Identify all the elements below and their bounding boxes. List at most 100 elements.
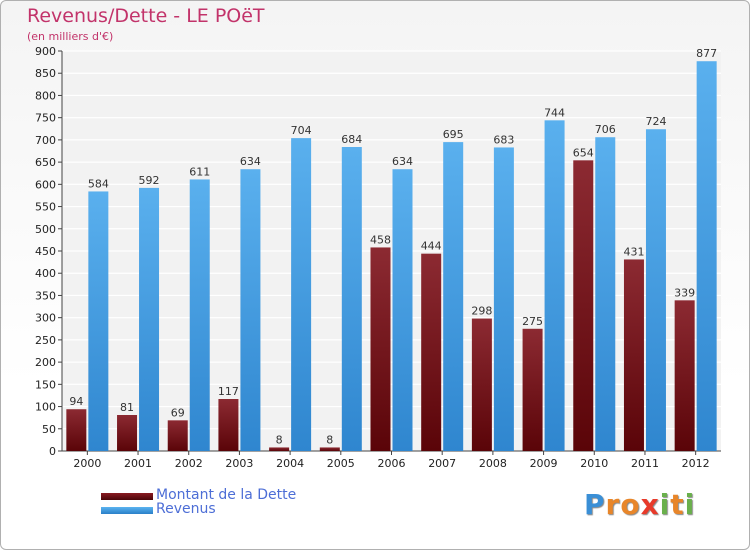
y-tick-label-750: 750 — [35, 112, 56, 125]
y-tick-label-600: 600 — [35, 178, 56, 191]
bar-revenus-2001 — [139, 187, 160, 451]
value-label-revenus-2012: 877 — [696, 47, 717, 60]
y-tick-label-850: 850 — [35, 67, 56, 80]
value-label-dette-2011: 431 — [623, 245, 644, 258]
value-label-dette-2007: 444 — [421, 240, 442, 253]
x-tick-label-2000: 2000 — [73, 457, 101, 470]
value-label-revenus-2000: 584 — [88, 177, 109, 190]
value-label-revenus-2005: 684 — [341, 133, 362, 146]
bar-dette-2003 — [218, 399, 239, 451]
value-label-dette-2012: 339 — [674, 286, 695, 299]
bar-dette-2010 — [573, 160, 594, 452]
x-tick-label-2006: 2006 — [378, 457, 406, 470]
bar-dette-2000 — [66, 409, 87, 451]
value-label-dette-2009: 275 — [522, 315, 543, 328]
logo-letter: t — [670, 488, 685, 521]
value-label-dette-2000: 94 — [69, 395, 83, 408]
x-tick-label-2007: 2007 — [428, 457, 456, 470]
x-tick-label-2003: 2003 — [225, 457, 253, 470]
y-tick-label-800: 800 — [35, 89, 56, 102]
bar-dette-2004 — [269, 447, 290, 451]
bar-revenus-2012 — [696, 61, 717, 451]
value-label-revenus-2011: 724 — [645, 115, 666, 128]
legend-label-revenus: Revenus — [156, 501, 216, 517]
logo-letter: i — [684, 488, 696, 521]
bar-revenus-2005 — [341, 147, 362, 451]
bar-dette-2012 — [674, 300, 695, 451]
legend-label-dette: Montant de la Dette — [156, 487, 297, 503]
logo-letter: r — [605, 488, 621, 521]
bar-revenus-2002 — [189, 179, 210, 451]
y-tick-label-300: 300 — [35, 312, 56, 325]
value-label-revenus-2006: 634 — [392, 155, 413, 168]
y-tick-label-50: 50 — [42, 423, 56, 436]
value-label-dette-2004: 8 — [276, 433, 283, 446]
logo-letter: x — [640, 488, 660, 521]
bar-dette-2001 — [117, 415, 138, 451]
value-label-revenus-2001: 592 — [139, 174, 160, 187]
x-tick-label-2009: 2009 — [530, 457, 558, 470]
value-label-revenus-2003: 634 — [240, 155, 261, 168]
y-tick-label-350: 350 — [35, 289, 56, 302]
x-tick-label-2004: 2004 — [276, 457, 304, 470]
y-tick-label-450: 450 — [35, 245, 56, 258]
bar-dette-2011 — [623, 259, 644, 451]
y-tick-label-400: 400 — [35, 267, 56, 280]
bar-dette-2009 — [522, 328, 543, 451]
bar-revenus-2003 — [240, 169, 261, 451]
bar-revenus-2007 — [443, 142, 464, 451]
bar-revenus-2000 — [88, 191, 109, 451]
y-tick-label-100: 100 — [35, 401, 56, 414]
value-label-revenus-2008: 683 — [493, 133, 514, 146]
x-tick-label-2002: 2002 — [175, 457, 203, 470]
logo-letter: o — [620, 488, 641, 521]
legend-swatch-revenus — [101, 507, 153, 514]
value-label-dette-2005: 8 — [326, 433, 333, 446]
x-tick-label-2008: 2008 — [479, 457, 507, 470]
x-tick-label-2010: 2010 — [580, 457, 608, 470]
x-tick-label-2005: 2005 — [327, 457, 355, 470]
bar-revenus-2010 — [595, 137, 616, 451]
bar-revenus-2006 — [392, 169, 413, 451]
y-tick-label-700: 700 — [35, 134, 56, 147]
logo-letter: i — [659, 488, 671, 521]
bar-revenus-2009 — [544, 120, 565, 451]
value-label-revenus-2010: 706 — [595, 123, 616, 136]
y-tick-label-550: 550 — [35, 201, 56, 214]
bar-dette-2008 — [471, 318, 492, 451]
value-label-dette-2001: 81 — [120, 401, 134, 414]
logo-letter: P — [584, 488, 606, 521]
bar-revenus-2011 — [645, 129, 666, 451]
chart-subtitle: (en milliers d'€) — [27, 30, 114, 43]
value-label-dette-2002: 69 — [171, 406, 185, 419]
bar-dette-2006 — [370, 247, 391, 451]
y-tick-label-200: 200 — [35, 356, 56, 369]
value-label-revenus-2009: 744 — [544, 106, 565, 119]
y-tick-label-0: 0 — [49, 445, 56, 458]
x-tick-label-2011: 2011 — [631, 457, 659, 470]
y-tick-label-900: 900 — [35, 45, 56, 58]
bar-dette-2002 — [167, 420, 188, 451]
value-label-dette-2003: 117 — [218, 385, 239, 398]
y-tick-label-150: 150 — [35, 378, 56, 391]
value-label-revenus-2004: 704 — [291, 124, 312, 137]
value-label-revenus-2002: 611 — [189, 165, 210, 178]
value-label-revenus-2007: 695 — [443, 128, 464, 141]
legend-swatch-dette — [101, 493, 153, 500]
x-tick-label-2012: 2012 — [682, 457, 710, 470]
bar-revenus-2008 — [493, 147, 514, 451]
value-label-dette-2008: 298 — [471, 305, 492, 318]
x-tick-label-2001: 2001 — [124, 457, 152, 470]
y-tick-label-250: 250 — [35, 334, 56, 347]
y-tick-label-500: 500 — [35, 223, 56, 236]
value-label-dette-2006: 458 — [370, 233, 391, 246]
chart-title: Revenus/Dette - LE POëT — [27, 5, 265, 27]
bar-dette-2005 — [319, 447, 340, 451]
y-tick-label-650: 650 — [35, 156, 56, 169]
proxiti-logo: Proxiti — [584, 488, 695, 521]
bar-dette-2007 — [421, 253, 442, 451]
bar-revenus-2004 — [291, 138, 312, 451]
value-label-dette-2010: 654 — [573, 146, 594, 159]
